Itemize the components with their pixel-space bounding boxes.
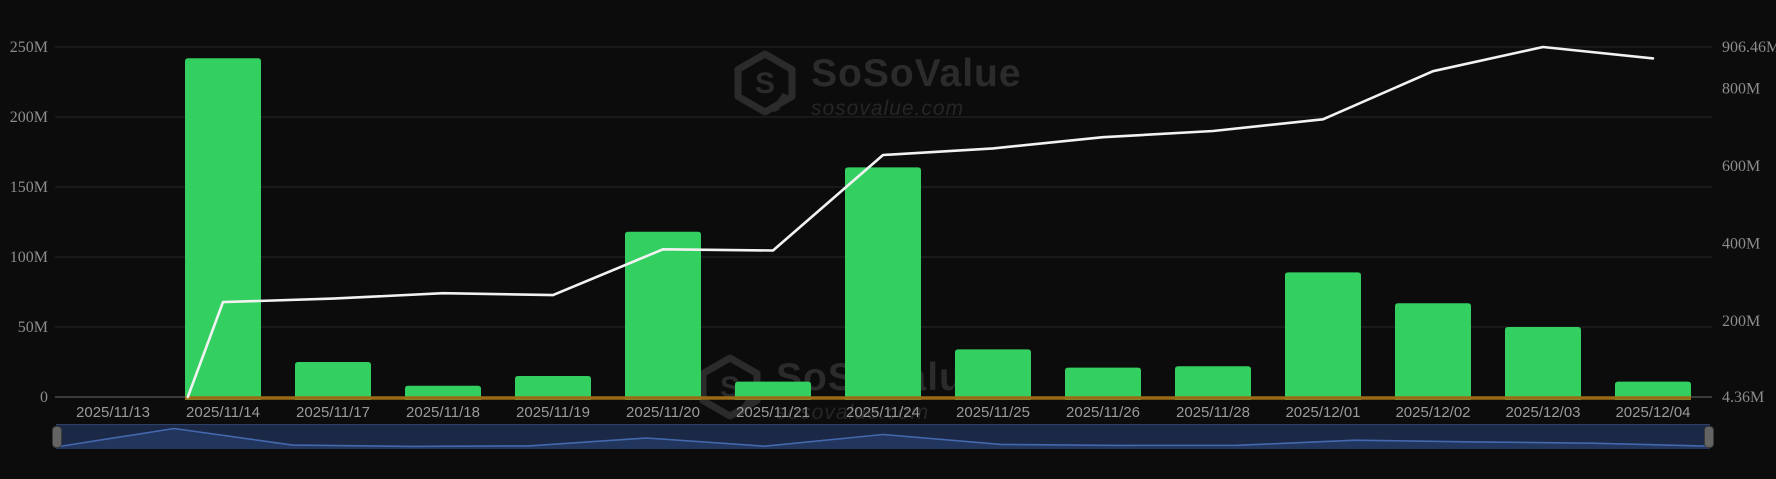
date-label: 2025/11/18 [406, 404, 480, 421]
x-axis-labels: 2025/11/13 2025/11/14 2025/11/17 2025/11/18… [76, 404, 1691, 421]
navigator-right-handle[interactable] [1704, 426, 1714, 448]
date-label: 2025/12/02 [1395, 404, 1470, 421]
left-axis-tick: 250M [10, 39, 48, 56]
date-label: 2025/12/04 [1615, 404, 1690, 421]
left-axis-tick: 150M [10, 179, 48, 196]
flow-bar [295, 362, 371, 400]
flow-bar [1615, 381, 1691, 400]
navigator-area [56, 428, 1710, 449]
daily-flow-bars [185, 58, 1691, 400]
flow-bar [845, 167, 921, 400]
right-axis-tick: 906.46M [1722, 39, 1776, 56]
date-label: 2025/11/13 [76, 404, 150, 421]
flow-bar [1285, 272, 1361, 400]
right-axis-tick: 600M [1722, 158, 1760, 175]
date-label: 2025/11/28 [1176, 404, 1250, 421]
navigator-track[interactable] [52, 424, 1714, 449]
date-label: 2025/11/26 [1066, 404, 1140, 421]
date-label: 2025/11/21 [736, 404, 810, 421]
flow-bar [185, 58, 261, 400]
date-label: 2025/11/25 [956, 404, 1030, 421]
flow-bar [625, 231, 701, 400]
left-axis-labels: 0 50M 100M 150M 200M 250M [10, 39, 48, 406]
left-axis-tick: 0 [40, 389, 48, 406]
left-axis-tick: 50M [18, 319, 48, 336]
flow-bar [1175, 366, 1251, 400]
date-label: 2025/11/17 [296, 404, 370, 421]
right-axis-tick: 4.36M [1722, 389, 1764, 406]
right-axis-tick: 800M [1722, 80, 1760, 97]
flow-bar [515, 376, 591, 400]
cumulative-line [186, 45, 1655, 399]
flow-bar [1505, 327, 1581, 400]
date-label: 2025/12/01 [1285, 404, 1360, 421]
left-axis-tick: 100M [10, 249, 48, 266]
right-axis-tick: 200M [1722, 313, 1760, 330]
right-axis-tick: 400M [1722, 235, 1760, 252]
navigator-left-handle[interactable] [52, 426, 62, 448]
date-label: 2025/11/24 [846, 404, 920, 421]
flow-bar [1065, 367, 1141, 400]
date-label: 2025/11/20 [626, 404, 700, 421]
flow-bar [955, 349, 1031, 400]
flow-bar [1395, 303, 1471, 400]
right-axis-labels: 4.36M 200M 400M 600M 800M 906.46M [1722, 39, 1776, 406]
left-axis-tick: 200M [10, 109, 48, 126]
date-label: 2025/11/14 [186, 404, 260, 421]
navigator-line [56, 427, 1710, 448]
date-label: 2025/11/19 [516, 404, 590, 421]
navigator-mini-chart [56, 427, 1710, 449]
date-label: 2025/12/03 [1505, 404, 1580, 421]
